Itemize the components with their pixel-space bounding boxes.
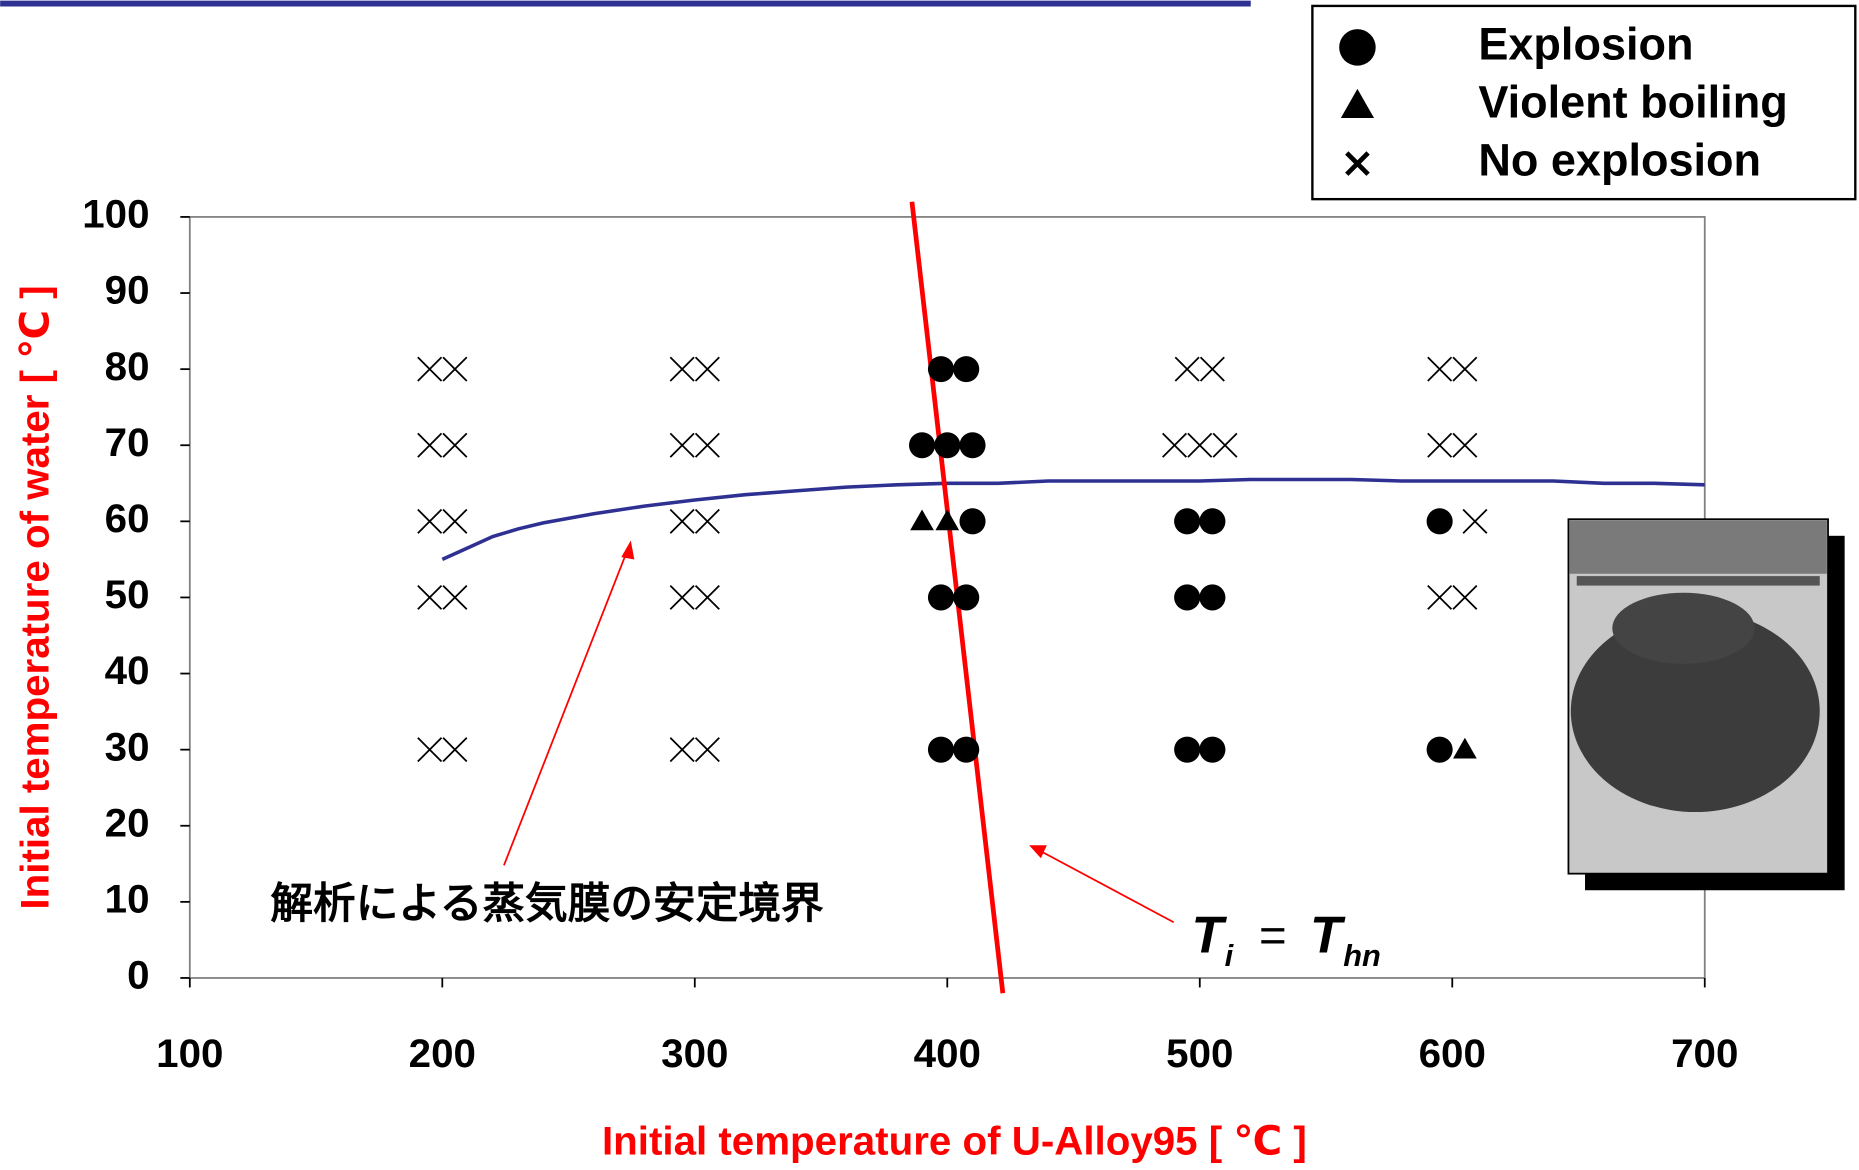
annotation-arrow (503, 547, 630, 866)
point (442, 737, 468, 763)
y-tick-label: 40 (105, 648, 150, 693)
y-tick-label: 60 (105, 496, 150, 541)
point (694, 508, 720, 534)
point (417, 584, 443, 610)
point (1212, 432, 1238, 458)
formula-part: T (1191, 907, 1227, 965)
y-tick-label: 70 (105, 420, 150, 465)
point (927, 356, 955, 383)
formula-part: = (1259, 909, 1287, 962)
point (442, 508, 468, 534)
point (934, 432, 961, 459)
point (908, 432, 936, 459)
point (694, 737, 720, 763)
formula-part: T (1310, 907, 1346, 965)
y-tick-label: 90 (105, 268, 150, 313)
point (669, 432, 695, 458)
legend-symbol (1340, 88, 1375, 118)
point (953, 584, 980, 611)
point (1187, 432, 1213, 458)
legend-label: Violent boiling (1478, 76, 1787, 127)
point (953, 356, 980, 383)
legend-box (1311, 4, 1857, 201)
y-tick-label: 50 (105, 572, 150, 617)
point (694, 584, 720, 610)
formula: T i = T hn (1191, 907, 1380, 973)
y-tick-label: 10 (105, 877, 150, 922)
point (669, 508, 695, 534)
point (442, 356, 468, 382)
point (927, 736, 955, 763)
point (1174, 508, 1201, 535)
y-tick-label: 80 (105, 344, 150, 389)
y-tick-label: 20 (105, 800, 150, 845)
annotation-arrow (1035, 847, 1175, 924)
point (1427, 584, 1453, 610)
x-tick-label: 700 (1671, 1031, 1738, 1076)
point (694, 432, 720, 458)
point (669, 584, 695, 610)
point (1174, 356, 1200, 382)
point (1174, 736, 1201, 763)
legend-label: No explosion (1478, 134, 1761, 185)
point (1199, 736, 1226, 763)
legend-label: Explosion (1478, 18, 1693, 69)
y-tick-label: 0 (127, 953, 149, 998)
x-tick-label: 600 (1419, 1031, 1486, 1076)
x-tick-label: 300 (661, 1031, 728, 1076)
point (935, 509, 960, 531)
point (1162, 432, 1188, 458)
point (669, 356, 695, 382)
x-tick-label: 400 (914, 1031, 981, 1076)
arrow-head (621, 540, 635, 560)
point (442, 432, 468, 458)
line (441, 477, 1705, 562)
x-axis-label: Initial temperature of U-Alloy95 [ ℃ ] (602, 1119, 1307, 1164)
point (417, 508, 443, 534)
y-tick-label: 100 (82, 192, 149, 237)
point (669, 737, 695, 763)
point (953, 736, 980, 763)
point (959, 432, 986, 459)
formula-part: i (1225, 938, 1235, 973)
point (1453, 737, 1477, 759)
boundary-annotation: 解析による蒸気膜の安定境界 (270, 880, 824, 928)
point (927, 584, 955, 611)
point (1199, 356, 1225, 382)
x-tick-label: 200 (409, 1031, 476, 1076)
point (1426, 508, 1453, 535)
point (1426, 736, 1453, 763)
legend-symbol (1345, 151, 1370, 176)
point (442, 584, 468, 610)
point (910, 509, 934, 531)
y-axis-label: Initial temperature of water [ ℃ ] (13, 285, 58, 909)
legend-symbol (1339, 29, 1376, 66)
x-tick-label: 500 (1166, 1031, 1233, 1076)
photo (1567, 518, 1845, 891)
point (1427, 356, 1453, 382)
point (1199, 508, 1226, 535)
formula-part: hn (1343, 938, 1381, 973)
point (417, 356, 443, 382)
y-tick-label: 30 (105, 724, 150, 769)
point (694, 356, 720, 382)
point (1452, 432, 1478, 458)
point (417, 432, 443, 458)
point (959, 508, 986, 535)
arrow-head (1029, 845, 1047, 859)
x-tick-label: 100 (156, 1031, 223, 1076)
point (1174, 584, 1201, 611)
point (1427, 432, 1453, 458)
point (1462, 508, 1488, 534)
point (417, 737, 443, 763)
point (1452, 356, 1478, 382)
point (1452, 584, 1478, 610)
point (1199, 584, 1226, 611)
